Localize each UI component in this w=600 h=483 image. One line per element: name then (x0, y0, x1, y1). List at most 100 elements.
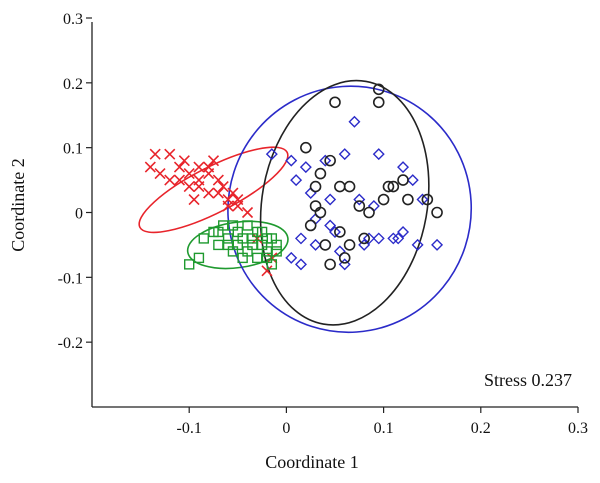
diamond-marker (294, 232, 307, 245)
circle-marker (329, 96, 341, 109)
x-marker (149, 148, 161, 160)
circle-marker (372, 83, 385, 96)
stress-annotation: Stress 0.237 (484, 370, 572, 390)
square-marker (237, 233, 248, 244)
axes-layer (91, 22, 578, 408)
diamond-marker (285, 154, 298, 167)
square-marker (261, 246, 273, 257)
x-marker (173, 161, 186, 173)
circle-marker (353, 200, 366, 212)
diamond-marker (265, 148, 278, 161)
x-marker (144, 161, 156, 173)
square-marker (237, 252, 248, 264)
diamond-marker (411, 238, 424, 251)
circle-marker (334, 180, 346, 193)
x-tick-label: 0.3 (568, 420, 588, 437)
y-tick-label: 0 (75, 206, 83, 223)
diamond-marker (299, 161, 312, 174)
x-marker (193, 161, 205, 173)
circle-marker (309, 180, 322, 193)
diamond-marker (290, 174, 303, 187)
x-marker (203, 187, 215, 199)
x-marker (183, 181, 195, 193)
circle-marker (319, 239, 332, 251)
diamond-marker (324, 193, 337, 206)
x-marker (203, 161, 215, 173)
x-marker (183, 168, 195, 180)
diamond-marker (324, 219, 337, 232)
x-marker (217, 181, 229, 193)
circle-marker (338, 252, 351, 264)
square-marker (271, 246, 282, 257)
square-marker (213, 239, 224, 251)
diamond-marker (285, 251, 298, 264)
x-marker (212, 174, 224, 186)
diamond-marker (353, 193, 366, 206)
diamond-marker (358, 238, 371, 251)
confidence-ellipse (186, 220, 289, 270)
y-axis-title: Coordinate 2 (8, 158, 28, 251)
square-marker (252, 252, 263, 264)
square-marker (247, 233, 258, 244)
x-marker (173, 174, 186, 186)
diamond-marker (338, 148, 351, 161)
diamond-marker (309, 238, 322, 251)
x-marker (188, 193, 200, 206)
square-marker (261, 252, 273, 264)
y-tick-label: 0.2 (63, 76, 83, 93)
circle-marker (363, 206, 375, 219)
square-marker (222, 239, 234, 251)
diamond-marker (348, 115, 361, 128)
square-marker (183, 259, 195, 270)
confidence-ellipse (227, 85, 473, 334)
diamond-marker (431, 238, 444, 251)
x-marker (222, 200, 234, 212)
diamond-marker (338, 258, 351, 271)
y-tick-label: -0.1 (58, 270, 83, 287)
circle-marker (387, 180, 400, 193)
x-axis-title: Coordinate 1 (265, 452, 358, 472)
circle-marker (402, 193, 414, 206)
diamond-marker (397, 161, 410, 174)
circle-marker (421, 193, 434, 206)
diamond-marker (392, 232, 405, 245)
circle-marker (300, 141, 312, 154)
x-marker (232, 193, 244, 206)
circle-marker (358, 232, 370, 245)
x-marker (154, 168, 166, 180)
circle-marker (324, 258, 336, 271)
square-marker (193, 252, 205, 264)
square-marker (266, 233, 278, 244)
square-marker (247, 239, 258, 251)
circle-marker (304, 219, 317, 232)
diamond-marker (329, 225, 341, 238)
x-marker (212, 187, 224, 199)
x-marker (164, 148, 176, 160)
diamond-marker (319, 154, 332, 167)
x-marker (241, 206, 254, 219)
diamond-marker (372, 148, 385, 161)
confidence-ellipse (259, 79, 430, 326)
y-tick-label: -0.2 (58, 335, 83, 352)
x-marker (227, 187, 239, 199)
ticks-layer: -0.1 0 0.1 0.2 0.3 0.3 0.2 0.1 0 -0.1 -0.2 (58, 11, 588, 437)
square-marker (198, 233, 209, 244)
diamond-marker (387, 232, 400, 245)
x-marker (193, 181, 205, 193)
square-marker (227, 220, 239, 231)
circle-marker (314, 206, 327, 219)
circle-marker (382, 180, 395, 193)
diamond-marker (416, 193, 429, 206)
circle-marker (431, 206, 443, 219)
y-tick-label: 0.1 (63, 141, 83, 158)
diamond-marker (397, 225, 410, 238)
x-marker (178, 155, 190, 167)
diamond-marker (363, 232, 376, 245)
circle-marker (324, 154, 336, 167)
square-marker (256, 226, 268, 238)
circle-marker (397, 174, 409, 186)
square-marker (213, 226, 224, 238)
circle-marker (314, 167, 327, 180)
x-tick-label: 0 (282, 420, 290, 437)
